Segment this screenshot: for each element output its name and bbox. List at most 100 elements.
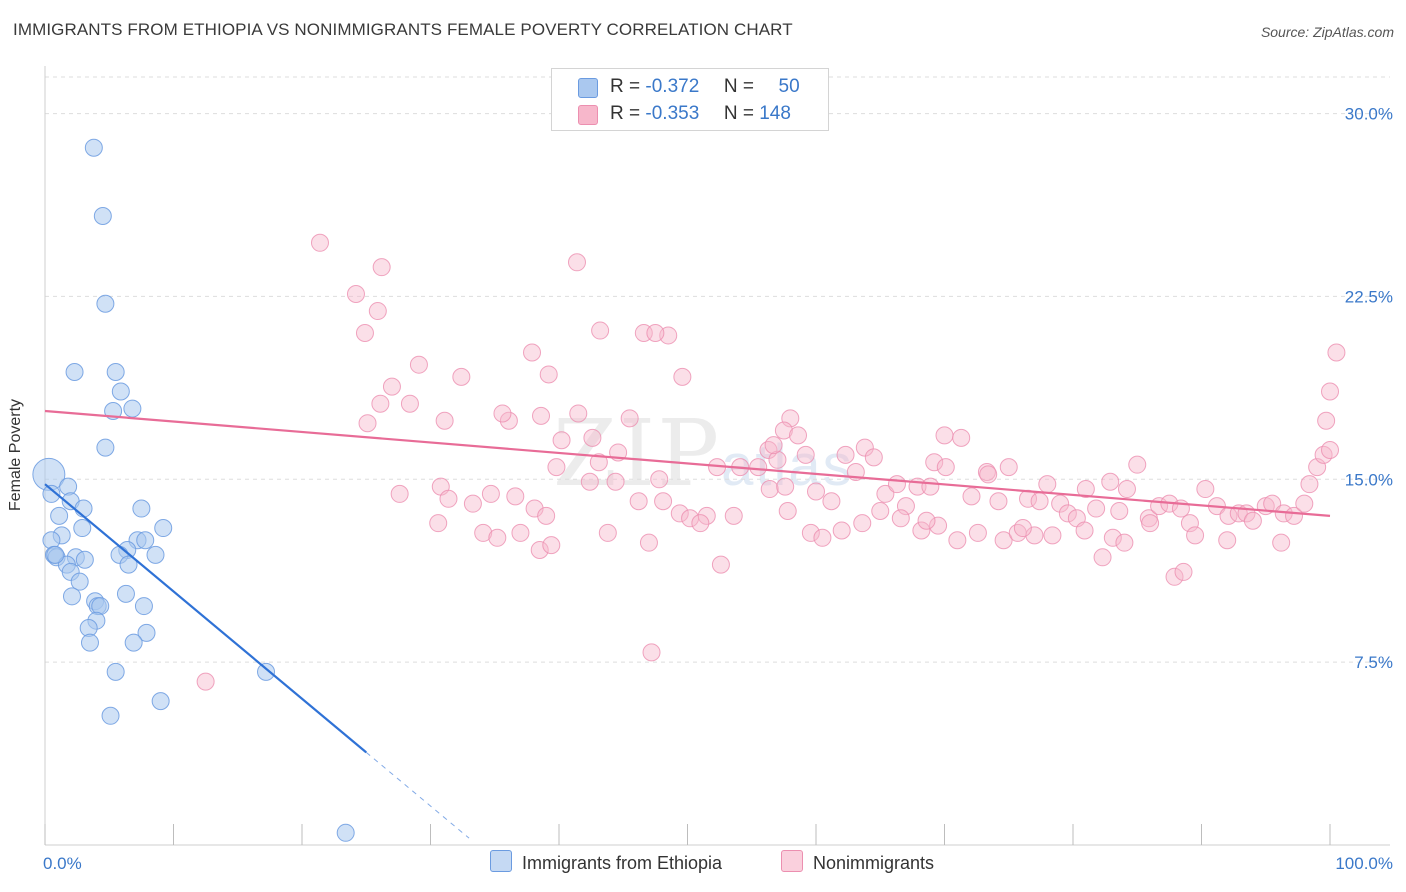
y-tick-label: 22.5% [1345,287,1393,306]
nonimmigrants-point [724,506,743,525]
nonimmigrants-point [764,436,783,455]
nonimmigrants-point [606,472,625,491]
nonimmigrants-point [749,458,768,477]
nonimmigrants-point [1025,526,1044,545]
nonimmigrants-point [1327,343,1346,362]
nonimmigrants-point [774,421,793,440]
nonimmigrants-point [583,428,602,447]
nonimmigrants-point [935,426,954,445]
nonimmigrants-point [673,367,692,386]
nonimmigrants-point [836,445,855,464]
ethiopia-point [80,633,99,652]
nonimmigrants-point [912,521,931,540]
nonimmigrants-point [896,497,915,516]
nonimmigrants-point [994,531,1013,550]
ethiopia-point [46,545,65,564]
nonimmigrants-point [1186,526,1205,545]
ethiopia-point [257,662,276,681]
watermark: ZIPatlas [553,400,854,507]
legend-swatch-blue [490,850,512,872]
nonimmigrants-point [929,516,948,535]
legend-label: Nonimmigrants [813,853,935,873]
n-value: 50 [778,76,800,97]
nonimmigrants-point [921,477,940,496]
ethiopia-point [151,692,170,711]
ethiopia-point [106,662,125,681]
nonimmigrants-point [952,428,971,447]
ethiopia-point [70,572,89,591]
x-tick-label: 0.0% [43,854,82,873]
ethiopia-point [116,584,135,603]
legend-swatch-blue [578,78,598,98]
nonimmigrants-point [525,499,544,518]
nonimmigrants-point [871,501,890,520]
nonimmigrants-point [474,523,493,542]
nonimmigrants-point [642,643,661,662]
nonimmigrants-point [390,484,409,503]
ethiopia-point [136,531,155,550]
nonimmigrants-point [1117,480,1136,499]
ethiopia-point [62,587,81,606]
legend-swatch-pink [578,105,598,125]
nonimmigrants-point [796,445,815,464]
r-label: R = [610,103,641,124]
nonimmigrants-point [372,258,391,277]
nonimmigrants-point [310,233,329,252]
r-label: R = [610,76,641,97]
nonimmigrants-point [1087,499,1106,518]
nonimmigrants-point [481,484,500,503]
nonimmigrants-point [629,492,648,511]
legend-item-nonimmigrants[interactable]: Nonimmigrants [781,850,934,874]
nonimmigrants-point [589,453,608,472]
ethiopia-point [137,623,156,642]
nonimmigrants-point [1051,494,1070,513]
ethiopia-point [106,363,125,382]
nonimmigrants-point [400,394,419,413]
nonimmigrants-point [463,494,482,513]
nonimmigrants-point [539,365,558,384]
legend-swatch-pink [781,850,803,872]
nonimmigrants-point [371,394,390,413]
watermark-atlas: atlas [721,433,854,498]
nonimmigrants-point [887,475,906,494]
ethiopia-point [96,294,115,313]
nonimmigrants-point [196,672,215,691]
nonimmigrants-point [1141,514,1160,533]
ethiopia-point [93,206,112,225]
legend-item-ethiopia[interactable]: Immigrants from Ethiopia [490,850,722,874]
legend-label: Immigrants from Ethiopia [522,853,723,873]
nonimmigrants-point [789,426,808,445]
nonimmigrants-trend-line [44,409,1331,517]
nonimmigrants-point [1165,567,1184,586]
nonimmigrants-point [876,484,895,503]
y-axis-label: Female Poverty [7,398,24,512]
nonimmigrants-point [511,523,530,542]
nonimmigrants-point [1013,519,1032,538]
ethiopia-point [132,499,151,518]
r-value: -0.353 [645,103,700,124]
ethiopia-point [123,399,142,418]
nonimmigrants-point [552,431,571,450]
ethiopia-point [59,477,78,496]
nonimmigrants-point [778,501,797,520]
ethiopia-point [146,545,165,564]
nonimmigrants-point [760,480,779,499]
n-value: 148 [759,103,791,124]
nonimmigrants-point [580,472,599,491]
nonimmigrants-point [567,253,586,272]
y-tick-label: 30.0% [1345,105,1393,124]
n-label: N = [723,76,754,97]
nonimmigrants-point [382,377,401,396]
nonimmigrants-point [591,321,610,340]
r-value: -0.372 [645,76,700,97]
chart-source: Source: ZipAtlas.com [1260,24,1394,40]
nonimmigrants-point [853,514,872,533]
chart-title: IMMIGRANTS FROM ETHIOPIA VS NONIMMIGRANT… [13,20,793,39]
nonimmigrants-point [532,406,551,425]
nonimmigrants-point [832,521,851,540]
nonimmigrants-point [435,411,454,430]
nonimmigrants-point [1043,526,1062,545]
nonimmigrants-point [813,528,832,547]
nonimmigrants-point [1093,548,1112,567]
